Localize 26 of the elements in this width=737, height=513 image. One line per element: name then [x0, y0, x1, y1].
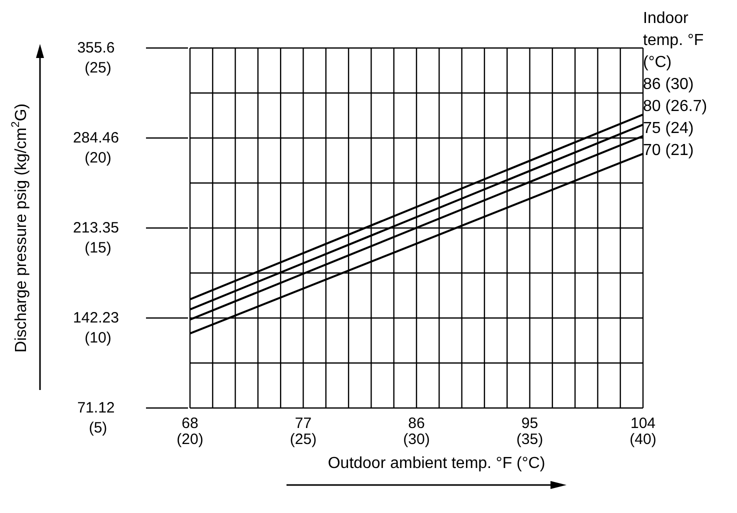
y-tick-label: 71.12 [77, 400, 115, 416]
series-label: 80 (26.7) [643, 97, 708, 117]
x2-tick-label: (35) [516, 431, 544, 448]
y2-tick-label: (10) [84, 330, 112, 346]
x2-tick-label: (30) [403, 431, 430, 448]
x-tick-label: 104 [630, 415, 656, 432]
y-tick-label: 142.23 [73, 310, 119, 327]
legend-title: Indoor temp. °F (°C) [643, 9, 705, 73]
series-label: 75 (24) [643, 119, 695, 139]
series-label: 70 (21) [643, 141, 695, 161]
y2-tick-label: (20) [84, 150, 112, 166]
y-tick-label: 284.46 [73, 130, 119, 147]
y-tick-label: 213.35 [73, 220, 119, 237]
x2-tick-label: (40) [630, 431, 656, 448]
y-tick-label: 355.6 [77, 40, 115, 56]
series-label: 86 (30) [643, 75, 695, 95]
x2-tick-label: (25) [290, 431, 317, 448]
y2-tick-label: (25) [84, 60, 112, 76]
x-tick-label: 77 [294, 415, 312, 432]
y2-tick-label: (5) [88, 420, 108, 436]
x2-tick-label: (20) [176, 431, 204, 448]
x-tick-label: 95 [521, 415, 538, 432]
x-tick-label: 86 [408, 415, 425, 432]
x-tick-label: 68 [182, 415, 198, 432]
y2-tick-label: (15) [84, 240, 112, 256]
x-axis-title: Outdoor ambient temp. °F (°C) [328, 455, 546, 472]
